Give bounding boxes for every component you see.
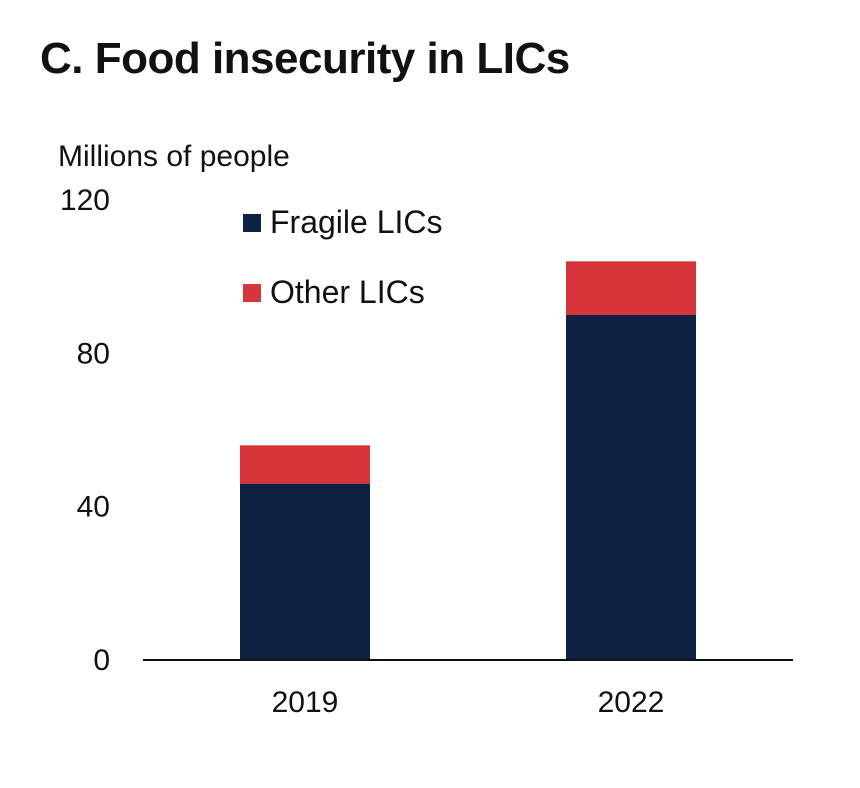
x-tick-label: 2019 (272, 686, 339, 719)
legend-swatch-other-lics (243, 284, 261, 302)
y-axis-label: Millions of people (58, 140, 290, 173)
y-tick-label: 80 (77, 337, 110, 370)
bar-segment-other-lics-2019 (240, 445, 370, 484)
y-tick-label: 40 (77, 491, 110, 524)
bar-segment-fragile-lics-2022 (566, 315, 696, 660)
y-tick-label: 0 (93, 644, 110, 677)
chart-title: C. Food insecurity in LICs (40, 34, 570, 83)
y-tick-label: 120 (60, 184, 110, 217)
bar-segment-fragile-lics-2019 (240, 483, 370, 660)
legend-label-fragile-lics: Fragile LICs (270, 204, 443, 240)
legend-label-other-lics: Other LICs (270, 274, 425, 310)
x-tick-label: 2022 (598, 686, 665, 719)
bar-segment-other-lics-2022 (566, 261, 696, 315)
legend-swatch-fragile-lics (243, 214, 261, 232)
